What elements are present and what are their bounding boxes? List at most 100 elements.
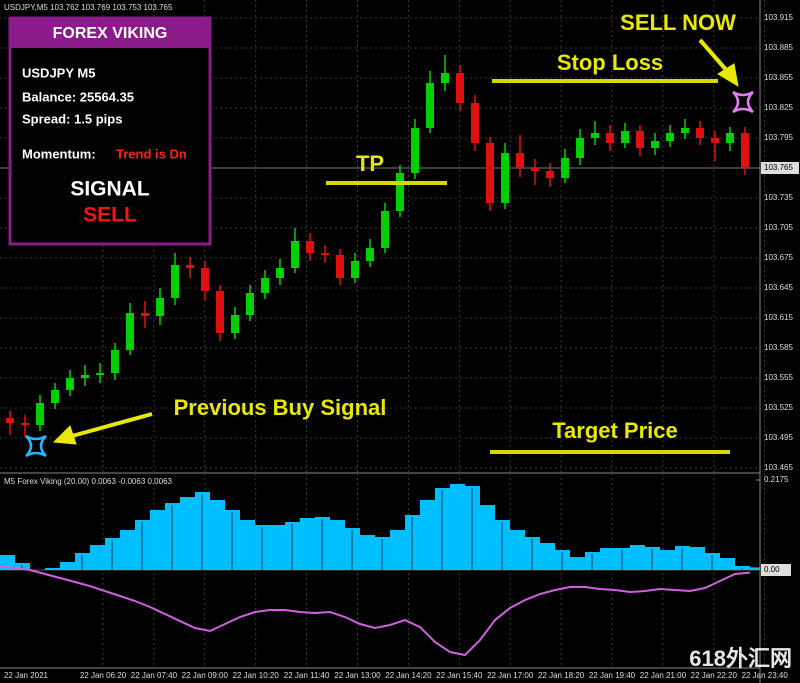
histogram-bar bbox=[660, 550, 675, 571]
y-tick-label: 103.645 bbox=[764, 283, 793, 292]
signal-sell bbox=[732, 90, 754, 114]
histogram-bar bbox=[210, 500, 225, 571]
candle-body bbox=[261, 278, 269, 293]
current-price-label: 103.765 bbox=[764, 163, 793, 172]
histogram-bar bbox=[150, 510, 165, 571]
histogram-bar bbox=[45, 568, 60, 571]
candle-body bbox=[441, 73, 449, 83]
y-tick-label: 103.675 bbox=[764, 253, 793, 262]
x-tick-label: 22 Jan 17:00 bbox=[487, 671, 534, 680]
candle-body bbox=[411, 128, 419, 173]
histogram-bar bbox=[300, 518, 315, 571]
candle-body bbox=[651, 141, 659, 148]
candle-body bbox=[366, 248, 374, 261]
watermark: 618外汇网 bbox=[689, 646, 792, 671]
candle-body bbox=[186, 265, 194, 268]
histogram-bar bbox=[450, 483, 465, 571]
x-tick-label: 22 Jan 22:20 bbox=[691, 671, 738, 680]
histogram-bar bbox=[600, 548, 615, 571]
y-tick-label: 103.465 bbox=[764, 463, 793, 472]
candle-body bbox=[336, 255, 344, 278]
signal-shape bbox=[732, 90, 754, 114]
y-tick-label: 103.795 bbox=[764, 133, 793, 142]
candle-body bbox=[486, 143, 494, 203]
x-tick-label: 22 Jan 23:40 bbox=[742, 671, 789, 680]
y-tick-label: 103.855 bbox=[764, 73, 793, 82]
arrow bbox=[698, 38, 730, 74]
x-tick-label: 22 Jan 14:20 bbox=[385, 671, 432, 680]
level-label: Target Price bbox=[552, 418, 678, 443]
candle-body bbox=[246, 293, 254, 315]
candle-body bbox=[546, 171, 554, 178]
histogram-bar bbox=[360, 535, 375, 571]
candle-body bbox=[201, 268, 209, 291]
x-tick-label: 22 Jan 18:20 bbox=[538, 671, 585, 680]
zero-box bbox=[761, 564, 791, 577]
x-tick-label: 22 Jan 06:20 bbox=[80, 671, 127, 680]
arrow bbox=[71, 412, 153, 438]
panel-header bbox=[10, 18, 210, 48]
y-tick-label: 103.735 bbox=[764, 193, 793, 202]
y-tick-label: 103.825 bbox=[764, 103, 793, 112]
info-panel: FOREX VIKING USDJPY M5 Balance: 25564.35… bbox=[8, 16, 212, 246]
candle-body bbox=[681, 128, 689, 133]
x-tick-label: 22 Jan 07:40 bbox=[131, 671, 178, 680]
symbol-info: USDJPY,M5 103.762 103.769 103.753 103.76… bbox=[4, 3, 173, 12]
candle-body bbox=[516, 153, 524, 168]
annotation-arrows bbox=[52, 38, 739, 445]
panel-symbol: USDJPY M5 bbox=[22, 65, 95, 80]
arrow-head bbox=[52, 425, 77, 445]
histogram-bar bbox=[270, 524, 285, 571]
y-tick-label: 103.495 bbox=[764, 433, 793, 442]
y-tick-label: 103.555 bbox=[764, 373, 793, 382]
candle-body bbox=[576, 138, 584, 158]
histogram-bar bbox=[750, 567, 760, 571]
histogram-bar bbox=[630, 545, 645, 571]
candle-body bbox=[531, 168, 539, 171]
candle-body bbox=[471, 103, 479, 143]
annotation: Previous Buy Signal bbox=[174, 395, 387, 420]
candle-body bbox=[306, 241, 314, 253]
histogram-bar bbox=[720, 558, 735, 571]
histogram-bar bbox=[690, 547, 705, 571]
y-tick-label: 103.525 bbox=[764, 403, 793, 412]
candle-body bbox=[111, 350, 119, 373]
current-price-box bbox=[761, 162, 799, 174]
histogram-bar bbox=[240, 519, 255, 571]
x-tick-label: 22 Jan 13:00 bbox=[334, 671, 381, 680]
candle-body bbox=[666, 133, 674, 141]
indicator-title: M5 Forex Viking (20.00) 0.0063 -0.0063 0… bbox=[4, 477, 173, 486]
panel-balance: Balance: 25564.35 bbox=[22, 89, 134, 104]
panel-box bbox=[8, 16, 212, 246]
signal-value: SELL bbox=[83, 204, 137, 227]
indicator-line bbox=[0, 565, 751, 657]
candle-body bbox=[171, 265, 179, 298]
level-label: Stop Loss bbox=[557, 50, 663, 75]
histogram-bar bbox=[180, 497, 195, 571]
candle-body bbox=[66, 378, 74, 390]
candle-body bbox=[321, 253, 329, 255]
candle-body bbox=[21, 423, 29, 425]
x-tick-label: 22 Jan 11:40 bbox=[284, 671, 330, 680]
signal-label: SIGNAL bbox=[70, 178, 150, 201]
histogram-bar bbox=[540, 542, 555, 571]
candle-body bbox=[381, 211, 389, 248]
histogram-bar bbox=[480, 505, 495, 571]
panel-spread: Spread: 1.5 pips bbox=[22, 111, 122, 126]
histogram-bar bbox=[90, 545, 105, 571]
candle-body bbox=[396, 173, 404, 211]
candle-body bbox=[141, 313, 149, 316]
x-tick-label: 22 Jan 10:20 bbox=[233, 671, 280, 680]
candle-body bbox=[276, 268, 284, 278]
histogram-bar bbox=[120, 530, 135, 571]
candle-body bbox=[561, 158, 569, 178]
histogram-bar bbox=[510, 530, 525, 571]
candle-body bbox=[711, 138, 719, 143]
candle-body bbox=[591, 133, 599, 138]
momentum-value: Trend is Dn bbox=[116, 146, 187, 161]
candle-body bbox=[456, 73, 464, 103]
candle-body bbox=[81, 375, 89, 378]
y-tick-label: 103.615 bbox=[764, 313, 793, 322]
candle-body bbox=[426, 83, 434, 128]
